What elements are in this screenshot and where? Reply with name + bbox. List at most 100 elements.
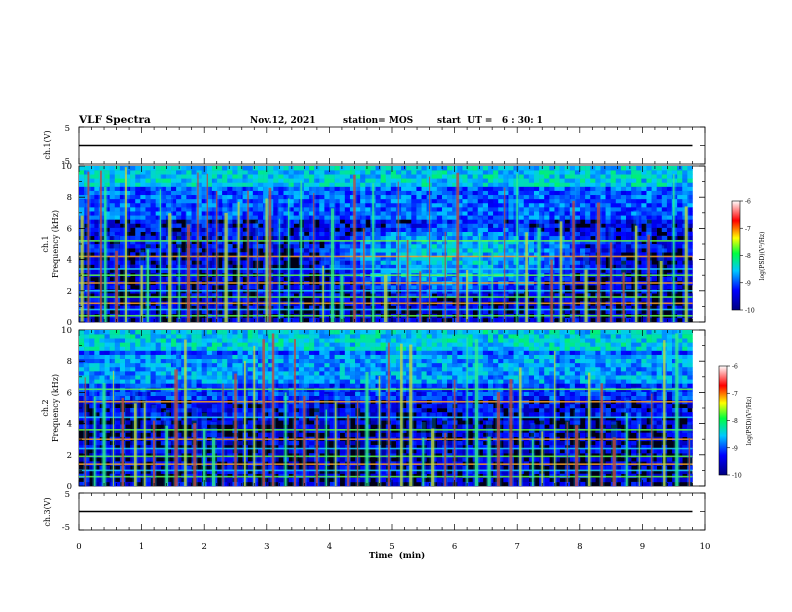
date-label: Nov.12, 2021 xyxy=(250,116,316,126)
spectrogram-cell xyxy=(176,358,182,364)
spectrogram-cell xyxy=(201,391,208,396)
spectrogram-cell xyxy=(206,366,213,372)
spectrogram-cell xyxy=(539,309,545,315)
spectrogram-cell xyxy=(206,285,213,290)
spectrogram-cell xyxy=(160,215,167,220)
spectrogram-cell xyxy=(247,305,254,310)
spectrogram-cell xyxy=(457,207,463,212)
spectrogram-cell xyxy=(528,198,535,204)
spectrogram-cell xyxy=(651,223,657,228)
spectrogram-cell xyxy=(130,239,136,245)
spectrogram-cell xyxy=(666,215,673,220)
spectrogram-cell xyxy=(242,215,248,220)
spectrogram-cell xyxy=(620,244,627,249)
spectrogram-cell xyxy=(145,379,151,384)
spectrogram-cell xyxy=(79,440,85,446)
spectrogram-cell xyxy=(487,182,494,187)
spectrogram-cell xyxy=(549,215,555,220)
spectrogram-cell xyxy=(498,174,504,179)
spectrogram-cell xyxy=(344,256,351,261)
spectrogram-cell xyxy=(130,453,136,458)
spectrogram-cell xyxy=(273,235,279,241)
spectrogram-cell xyxy=(436,211,443,216)
spectrogram-cell xyxy=(631,170,637,175)
spectrogram-cell xyxy=(109,362,116,368)
spectrogram-cell xyxy=(672,285,678,290)
spectrogram-cell xyxy=(503,186,509,191)
spectrogram-cell xyxy=(355,264,361,269)
spectrogram-cell xyxy=(104,170,110,175)
spectrogram-cell xyxy=(344,260,351,265)
spectrogram-cell xyxy=(549,227,555,232)
spectrogram-cell xyxy=(610,190,617,196)
spectrogram-cell xyxy=(176,416,182,421)
spectrogram-cell xyxy=(441,223,448,228)
spectrogram-cell xyxy=(385,186,392,191)
spectrogram-cell xyxy=(487,235,494,241)
spectrogram-cell xyxy=(661,244,668,249)
spectrogram-cell xyxy=(580,227,586,232)
spectrogram-cell xyxy=(140,202,146,208)
spectrogram-cell xyxy=(196,362,202,368)
spectrogram-cell xyxy=(631,174,637,179)
spectrogram-cell xyxy=(477,260,484,265)
spectrogram-cell xyxy=(171,174,177,179)
spectrogram-cell xyxy=(109,371,116,376)
spectrogram-cell xyxy=(390,260,397,265)
spectrogram-cell xyxy=(554,268,560,274)
spectrogram-cell xyxy=(145,198,151,204)
spectrogram-cell xyxy=(615,256,622,261)
spectrogram-cell xyxy=(447,211,453,216)
spectrogram-cell xyxy=(416,264,422,269)
spectrogram-cell xyxy=(651,202,657,208)
spectrogram-cell xyxy=(539,194,545,200)
spectrogram-cell xyxy=(580,178,586,183)
spectrogram-cell xyxy=(666,198,673,204)
spectrogram-cell xyxy=(390,174,397,179)
spectrogram-cell xyxy=(472,256,479,261)
spectrogram-cell xyxy=(191,207,197,212)
spectrogram-cell xyxy=(416,174,422,179)
frequency-tick-label: 0 xyxy=(67,318,72,328)
spectrogram-cell xyxy=(355,211,361,216)
spectrogram-cell xyxy=(406,260,412,265)
spectrogram-cell xyxy=(355,239,361,245)
spectrogram-cell xyxy=(84,178,90,183)
spectrogram-cell xyxy=(360,223,366,228)
spectrogram-cell xyxy=(206,403,213,409)
spectrogram-cell xyxy=(94,449,100,454)
spectrogram-cell xyxy=(636,223,642,228)
spectrogram-cell xyxy=(436,166,443,171)
spectrogram-cell xyxy=(534,219,540,224)
spectrogram-cell xyxy=(457,166,463,171)
spectrogram-cell xyxy=(283,170,289,175)
spectrogram-cell xyxy=(140,317,146,323)
spectrogram-cell xyxy=(94,227,100,232)
spectrogram-cell xyxy=(334,235,341,241)
spectrogram-cell xyxy=(99,477,105,483)
spectrogram-cell xyxy=(181,395,187,401)
spectrogram-cell xyxy=(631,166,637,171)
spectrogram-cell xyxy=(104,350,110,355)
spectrogram-cell xyxy=(140,219,146,224)
spectrogram-cell xyxy=(498,305,504,310)
spectrogram-cell xyxy=(334,297,341,302)
spectrogram-cell xyxy=(181,276,187,282)
spectrogram-cell xyxy=(620,170,627,175)
spectrogram-cell xyxy=(544,202,550,208)
spectrogram-burst xyxy=(684,206,688,322)
spectrogram-cell xyxy=(421,231,427,237)
spectrogram-cell xyxy=(472,260,479,265)
spectrogram-cell xyxy=(232,317,238,323)
spectrogram-cell xyxy=(416,248,422,253)
spectrogram-cell xyxy=(401,211,407,216)
spectrogram-cell xyxy=(94,252,100,257)
spectrogram-cell xyxy=(482,231,489,237)
spectrogram-cell xyxy=(201,362,208,368)
spectrogram-cell xyxy=(135,239,141,245)
spectrogram-cell xyxy=(487,231,494,237)
spectrogram-cell xyxy=(503,190,509,196)
spectrogram-cell xyxy=(508,211,514,216)
spectrogram-cell xyxy=(89,375,95,380)
spectrogram-cell xyxy=(636,198,642,204)
